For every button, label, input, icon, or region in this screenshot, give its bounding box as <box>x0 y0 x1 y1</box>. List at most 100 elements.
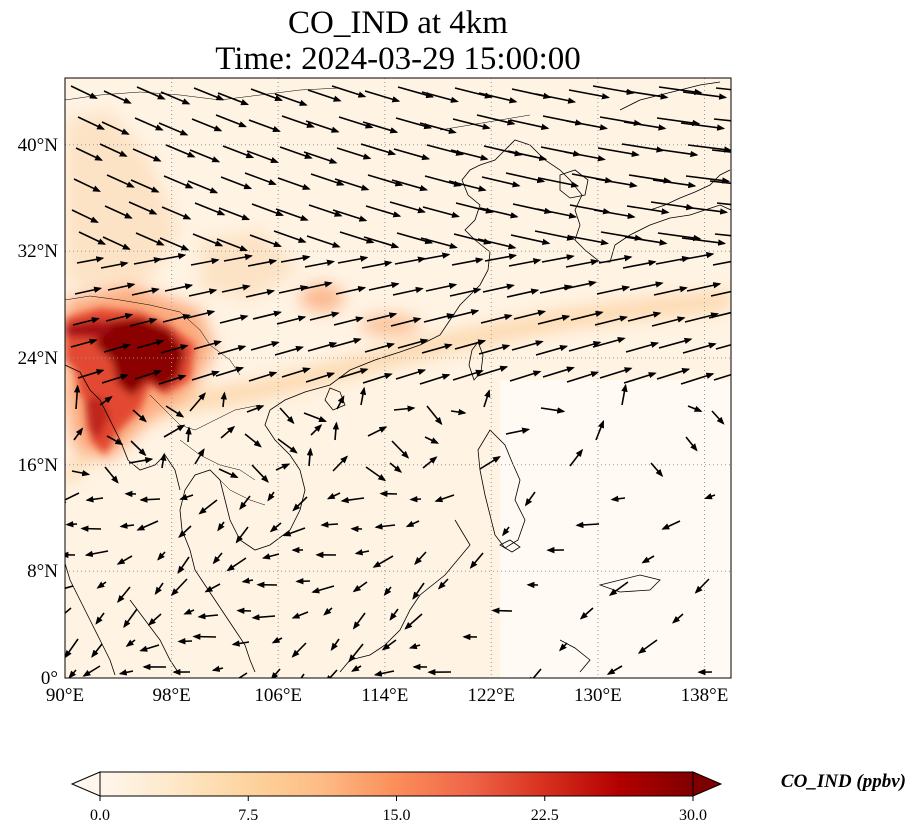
wind-arrow <box>135 232 165 246</box>
wind-arrow <box>77 369 105 379</box>
wind-arrow <box>217 345 247 355</box>
wind-arrow <box>220 425 236 439</box>
wind-arrow <box>74 286 103 295</box>
wind-arrow <box>452 118 491 130</box>
wind-arrow <box>405 520 420 528</box>
wind-arrow <box>193 87 225 101</box>
wind-arrow <box>163 424 186 438</box>
wind-arrow <box>336 395 345 410</box>
wind-arrow <box>455 202 494 214</box>
wind-arrow <box>282 527 306 537</box>
wind-arrow <box>389 608 399 621</box>
wind-arrow <box>204 583 221 593</box>
wind-arrow <box>273 230 307 243</box>
wind-arrow <box>251 203 285 216</box>
wind-arrow <box>80 525 102 532</box>
wind-arrow <box>220 391 227 408</box>
wind-arrow <box>249 234 282 247</box>
wind-arrow <box>159 237 190 251</box>
wind-arrow <box>105 313 134 322</box>
wind-arrow <box>505 172 546 184</box>
wind-arrow <box>331 337 362 348</box>
wind-arrow <box>71 209 99 223</box>
wind-arrow <box>469 552 484 569</box>
wind-arrow <box>599 367 633 379</box>
wind-arrow <box>390 317 422 327</box>
wind-arrow <box>136 520 159 531</box>
wind-arrow <box>82 665 101 677</box>
wind-arrow <box>251 464 269 483</box>
wind-arrow <box>687 144 731 153</box>
wind-arrow <box>123 608 138 629</box>
wind-arrow <box>307 89 342 102</box>
wind-arrow <box>307 341 338 352</box>
wind-arrow <box>610 495 626 502</box>
wind-arrow <box>85 496 104 503</box>
wind-arrow <box>179 494 194 501</box>
wind-arrow <box>502 526 510 537</box>
wind-arrow <box>229 672 248 678</box>
wind-arrow <box>389 201 426 214</box>
wind-arrow <box>704 493 716 500</box>
wind-arrow <box>510 234 551 246</box>
wind-arrow <box>147 613 162 626</box>
wind-arrow <box>408 642 421 650</box>
wind-arrow <box>542 366 575 378</box>
wind-arrow <box>478 344 511 355</box>
wind-arrow <box>332 209 368 222</box>
wind-arrow <box>624 236 668 246</box>
wind-arrow <box>414 551 427 565</box>
wind-arrow <box>598 255 633 264</box>
wind-arrow <box>310 173 345 186</box>
colorbar: 0.0 7.5 15.0 22.5 30.0 CO_IND (ppbv) <box>70 771 906 824</box>
wind-arrow <box>106 174 135 188</box>
wind-arrow <box>65 607 72 615</box>
wind-arrow <box>136 86 166 100</box>
wind-arrow <box>476 365 509 377</box>
wind-arrow <box>192 633 217 640</box>
wind-arrow <box>84 550 109 558</box>
lon-tick-label: 138°E <box>681 685 729 706</box>
wind-arrow <box>424 175 462 187</box>
wind-arrow <box>134 369 163 380</box>
wind-arrow <box>221 284 251 293</box>
wind-arrow <box>188 288 218 297</box>
wind-arrow <box>567 235 609 246</box>
wind-arrow <box>478 92 518 104</box>
wind-arrow <box>157 551 166 561</box>
wind-arrow <box>330 638 340 652</box>
wind-arrow <box>391 440 410 459</box>
wind-arrow <box>373 670 395 677</box>
wind-arrow <box>600 231 643 241</box>
wind-arrow <box>540 407 566 414</box>
wind-arrow <box>274 93 308 106</box>
wind-arrow <box>393 148 431 161</box>
wind-arrow <box>304 259 335 268</box>
wind-arrow <box>136 339 165 349</box>
wind-arrow <box>305 372 336 383</box>
wind-arrow <box>348 643 364 663</box>
wind-arrow <box>217 521 225 532</box>
wind-arrow <box>70 85 98 99</box>
colorbar-extend-low <box>70 771 101 797</box>
wind-arrow <box>524 491 536 507</box>
wind-arrow <box>77 116 106 130</box>
wind-arrow <box>434 494 455 503</box>
wind-arrow <box>191 118 223 132</box>
wind-arrow <box>177 638 193 645</box>
wind-arrow <box>303 412 327 423</box>
wind-arrow <box>628 174 672 184</box>
wind-arrow <box>710 290 731 297</box>
wind-arrow <box>183 608 195 615</box>
wind-arrow <box>680 122 726 131</box>
wind-arrow <box>623 372 657 384</box>
wind-arrow <box>558 642 568 652</box>
wind-arrow <box>637 639 658 654</box>
wind-arrow <box>575 521 600 529</box>
wind-arrow <box>513 309 547 320</box>
colorbar-tick-label: 30.0 <box>679 807 707 824</box>
wind-arrow <box>177 556 190 575</box>
wind-arrow <box>104 205 133 219</box>
wind-arrow <box>621 383 628 406</box>
wind-arrow <box>103 90 132 104</box>
